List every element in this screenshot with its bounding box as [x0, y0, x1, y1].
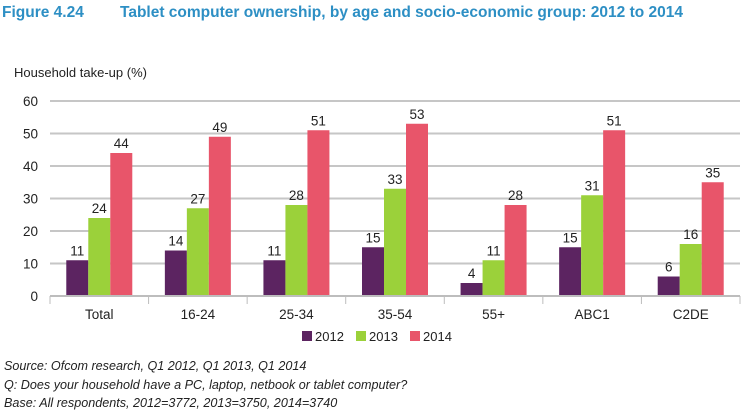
bar-2014-ABC1 [603, 130, 626, 296]
data-label: 6 [665, 260, 673, 275]
data-label: 28 [508, 188, 523, 203]
y-tick-label: 30 [23, 192, 38, 207]
bar-2014-C2DE [701, 182, 724, 296]
data-label: 11 [70, 243, 84, 258]
data-label: 27 [190, 191, 205, 206]
bar-2013-Total [88, 218, 111, 296]
bar-2012-16-24 [164, 250, 187, 296]
data-label: 51 [607, 113, 622, 128]
y-tick-label: 60 [23, 94, 38, 109]
data-label: 44 [114, 136, 130, 151]
bar-2013-35-54 [384, 188, 406, 296]
bar-2014-55+ [504, 205, 527, 296]
bar-2013-C2DE [679, 244, 702, 296]
y-tick-label: 50 [23, 127, 38, 142]
question-note: Q: Does your household have a PC, laptop… [4, 377, 408, 392]
legend-label-2012: 2012 [315, 329, 344, 344]
legend-swatch-2014 [410, 331, 420, 341]
x-tick-label: C2DE [673, 307, 709, 322]
bar-2012-55+ [460, 283, 483, 296]
legend-label-2014: 2014 [423, 329, 452, 344]
footnotes: Source: Ofcom research, Q1 2012, Q1 2013… [4, 357, 407, 413]
bar-2012-C2DE [657, 276, 680, 296]
base-note: Base: All respondents, 2012=3772, 2013=3… [4, 396, 338, 410]
bar-2014-25-34 [307, 130, 330, 296]
data-label: 11 [267, 243, 281, 258]
data-label: 11 [487, 243, 501, 258]
bar-chart: 0 10 20 30 40 50 60 11 24 44 Total 14 27 49 16-24 11 28 5… [23, 94, 741, 344]
y-axis-label: Household take-up (%) [14, 65, 147, 80]
data-label: 35 [705, 165, 720, 180]
legend-swatch-2012 [302, 331, 312, 341]
y-tick-label: 0 [30, 289, 38, 304]
y-tick-label: 10 [23, 257, 38, 272]
x-tick-label: 55+ [482, 307, 505, 322]
legend-label-2013: 2013 [369, 329, 398, 344]
data-label: 24 [92, 201, 108, 216]
bar-2014-Total [110, 153, 133, 296]
data-label: 4 [468, 266, 476, 281]
bar-2013-25-34 [285, 205, 308, 296]
data-label: 49 [212, 120, 227, 135]
y-tick-label: 40 [23, 159, 38, 174]
data-label: 28 [289, 188, 304, 203]
data-label: 51 [311, 113, 326, 128]
source-note: Source: Ofcom research, Q1 2012, Q1 2013… [4, 359, 307, 373]
chart-title: Figure 4.24 Tablet computer ownership, by… [2, 3, 747, 22]
bar-2013-16-24 [186, 208, 209, 296]
x-tick-label: Total [85, 307, 114, 322]
x-tick-label: 25-34 [279, 307, 314, 322]
bar-2012-25-34 [263, 260, 286, 296]
bar-2012-Total [66, 260, 89, 296]
data-label: 15 [365, 230, 380, 245]
bar-2013-ABC1 [581, 195, 604, 296]
bar-2012-35-54 [362, 247, 384, 296]
data-label: 16 [683, 227, 698, 242]
data-label: 31 [585, 178, 600, 193]
data-label: 15 [563, 230, 578, 245]
bar-2012-ABC1 [559, 247, 582, 296]
data-label: 14 [168, 234, 184, 249]
x-tick-label: 35-54 [378, 307, 413, 322]
figure-title-text: Tablet computer ownership, by age and so… [120, 4, 684, 21]
data-label: 53 [409, 107, 424, 122]
y-tick-label: 20 [23, 224, 38, 239]
legend-swatch-2013 [356, 331, 366, 341]
data-label: 33 [387, 172, 402, 187]
figure-number: Figure 4.24 [2, 4, 84, 21]
bar-2014-16-24 [208, 136, 231, 296]
x-tick-label: 16-24 [181, 307, 216, 322]
bar-2013-55+ [482, 260, 505, 296]
bar-2014-35-54 [406, 123, 428, 296]
x-tick-label: ABC1 [575, 307, 610, 322]
